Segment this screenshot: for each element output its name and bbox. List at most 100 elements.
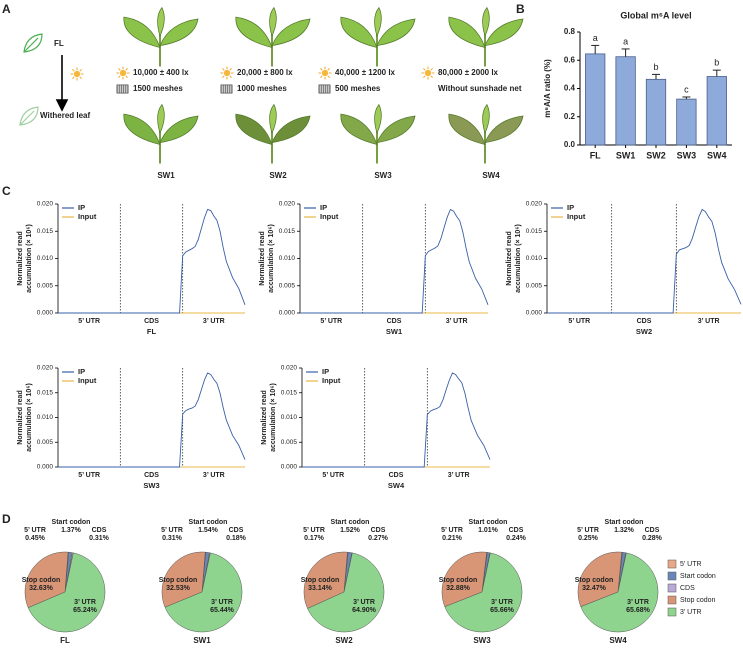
series-line: [302, 372, 491, 468]
y-tick-label: 0.2: [564, 112, 576, 121]
slice-label: Stop codon: [301, 577, 340, 584]
panel-label: A: [2, 2, 11, 16]
y-tick-label: 0.015: [279, 228, 296, 235]
slice-label: CDS: [645, 527, 660, 534]
leaf-blade: [376, 18, 416, 47]
condition-label: SW3: [374, 171, 392, 180]
sun-ray: [430, 68, 433, 71]
bud: [482, 103, 490, 135]
y-tick-label: 0.020: [281, 365, 298, 372]
legend-label: IP: [567, 203, 574, 212]
y-axis-label: accumulation (× 10⁶): [268, 224, 275, 293]
slice-label: 3’ UTR: [491, 599, 513, 606]
slice-value-label: 0.31%: [162, 535, 183, 542]
y-axis-label: Normalized read: [17, 390, 24, 444]
significance-letter: c: [684, 84, 689, 94]
sun-core: [321, 69, 329, 77]
slice-value-label: 65.66%: [490, 607, 515, 614]
error-bar: [621, 48, 630, 57]
y-tick-label: 0.010: [37, 414, 54, 421]
sun-core: [424, 69, 432, 77]
slice-label: CDS: [371, 527, 386, 534]
leaf-photos: [123, 6, 524, 164]
leaf-blade: [159, 115, 199, 144]
y-tick-label: 0.000: [37, 464, 54, 471]
slice-value-label: 1.52%: [340, 527, 361, 534]
y-axis-label: accumulation (× 10⁶): [515, 224, 522, 293]
net-mesh: 1500 meshes: [133, 84, 183, 93]
y-axis-label: accumulation (× 10⁶): [26, 224, 33, 293]
leaf-blade: [340, 16, 378, 49]
region-label: CDS: [637, 318, 652, 325]
leaf-blade: [235, 113, 273, 146]
light-intensity: 80,000 ± 2000 lx: [438, 68, 499, 77]
y-tick-label: 0.010: [526, 255, 543, 262]
slice-label: CDS: [229, 527, 244, 534]
slice-label: Stop codon: [439, 577, 478, 584]
leaf: [123, 6, 199, 67]
y-axis-label: accumulation (× 10⁶): [270, 383, 277, 452]
sun-ray: [423, 75, 426, 78]
pie-slice: [444, 552, 523, 633]
series-line: [58, 208, 246, 314]
y-tick-label: 0.005: [281, 439, 298, 446]
chart-title: SW4: [388, 481, 405, 490]
pie-slice: [303, 551, 348, 609]
slice-value-label: 1.54%: [198, 527, 219, 534]
region-label: 3’ UTR: [203, 318, 225, 325]
legend-label: 3’ UTR: [680, 609, 702, 616]
y-tick-label: 0.005: [279, 282, 296, 289]
bud: [374, 103, 382, 135]
light-intensity: 10,000 ± 400 lx: [133, 68, 189, 77]
sun-icon: [220, 66, 234, 80]
leaf-blade: [235, 16, 273, 49]
chart-title: SW3: [143, 481, 159, 490]
sun-ray: [229, 68, 232, 71]
sun-ray: [222, 75, 225, 78]
slice-label: 5’ UTR: [577, 527, 599, 534]
slice-label: 3’ UTR: [627, 599, 649, 606]
bud: [482, 6, 490, 38]
slice-value-label: 0.18%: [226, 535, 247, 542]
end-label: Withered leaf: [40, 111, 90, 120]
region-label: 5’ UTR: [78, 472, 100, 479]
leaf-blade: [448, 113, 486, 146]
net-mesh: 1000 meshes: [237, 84, 287, 93]
slice-value-label: 0.27%: [368, 535, 389, 542]
y-tick-label: 0.000: [279, 310, 296, 317]
y-tick-label: 0.8: [564, 27, 576, 36]
pie-slice: [441, 551, 487, 608]
leaf: [448, 103, 524, 164]
y-axis-label: Normalized read: [17, 231, 24, 285]
y-tick-label: 0.6: [564, 55, 576, 64]
sun-core: [119, 69, 127, 77]
legend-swatch: [667, 595, 677, 605]
region-label: 5’ UTR: [322, 472, 344, 479]
condition-label: SW4: [482, 171, 500, 180]
panel-label: D: [2, 512, 11, 526]
legend-swatch: [667, 583, 677, 593]
leaf-blade: [484, 18, 524, 47]
legend-label: IP: [320, 203, 327, 212]
y-tick-label: 0.015: [37, 228, 54, 235]
withered-leaf-icon: [19, 106, 39, 126]
y-tick-label: 0.020: [279, 201, 296, 208]
bud: [157, 6, 165, 38]
sun-ray: [327, 68, 330, 71]
sun-ray: [430, 75, 433, 78]
leaf: [235, 103, 311, 164]
pie-slice: [164, 552, 243, 633]
net-icon: [116, 84, 129, 94]
legend-label: 5’ UTR: [680, 561, 702, 568]
y-tick-label: 0.005: [37, 282, 54, 289]
slice-value-label: 0.17%: [304, 535, 325, 542]
leaf: [340, 6, 416, 67]
y-tick-label: 0.005: [526, 282, 543, 289]
chart-title: SW2: [636, 327, 652, 336]
series-line: [58, 372, 246, 468]
net-mesh: 500 meshes: [335, 84, 381, 93]
slice-label: 5’ UTR: [441, 527, 463, 534]
sun-ray: [222, 68, 225, 71]
y-axis-label: Normalized read: [259, 231, 266, 285]
